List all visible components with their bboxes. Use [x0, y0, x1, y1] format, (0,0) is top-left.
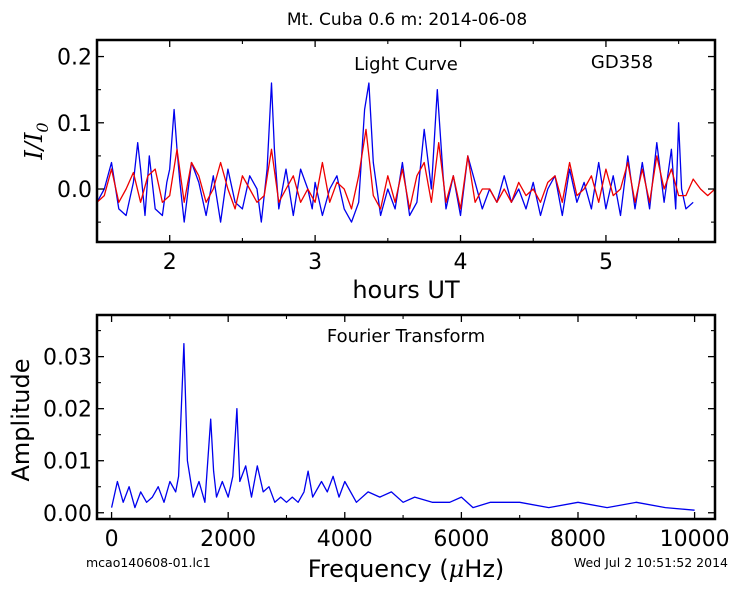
xlabel-pre: Frequency (	[308, 555, 449, 583]
x-tick-label: 4	[454, 250, 468, 275]
y-tick-label: 0.0	[57, 178, 92, 203]
fourier-panel: 0 2000 4000 6000 8000 10000 0.00 0.01 0.02 0.03 F…	[7, 313, 730, 583]
fourier-annotation: Fourier Transform	[327, 326, 485, 347]
light-curve-annotation: Light Curve	[354, 54, 458, 75]
x-tick-label: 4000	[317, 527, 373, 552]
star-name-annotation: GD358	[591, 52, 653, 73]
y-tick-label: 0.03	[43, 346, 92, 371]
fourier-xlabel: Frequency (μHz)	[308, 555, 505, 583]
x-tick-label: 3	[308, 250, 322, 275]
figure-title: Mt. Cuba 0.6 m: 2014-06-08	[287, 10, 527, 30]
ylabel-subscript: 0	[33, 122, 52, 132]
ylabel-main: I/I	[20, 132, 48, 161]
fourier-frame	[95, 313, 717, 521]
xlabel-mu: μ	[449, 555, 465, 583]
fourier-ticks: 0 2000 4000 6000 8000 10000 0.00 0.01 0.02 0.03	[43, 315, 730, 552]
x-tick-label: 2000	[200, 527, 256, 552]
x-tick-label: 2	[163, 250, 177, 275]
fourier-amplitude-line	[110, 342, 695, 511]
light-curve-frame	[95, 38, 717, 244]
fourier-data-layer	[110, 342, 695, 511]
footer-filename: mcao140608-01.lc1	[86, 555, 211, 570]
light-curve-xlabel: hours UT	[352, 276, 460, 304]
light-curve-model-line	[97, 128, 715, 210]
xlabel-post: Hz)	[464, 555, 504, 583]
y-tick-label: 0.02	[43, 398, 92, 423]
footer-timestamp: Wed Jul 2 10:51:52 2014	[574, 555, 728, 570]
x-tick-label: 5	[599, 250, 613, 275]
fourier-ylabel: Amplitude	[7, 359, 35, 482]
y-tick-label: 0.01	[43, 450, 92, 475]
x-tick-label: 6000	[433, 527, 489, 552]
x-tick-label: 0	[105, 527, 119, 552]
light-curve-panel: 2 3 4 5 0.0 0.1 0.2 Light Curve GD358 hours UT…	[20, 38, 717, 304]
light-curve-ticks: 2 3 4 5 0.0 0.1 0.2	[57, 40, 715, 275]
y-tick-label: 0.2	[57, 46, 92, 71]
light-curve-data-line	[97, 82, 694, 223]
x-tick-label: 8000	[550, 527, 606, 552]
x-tick-label: 10000	[660, 527, 730, 552]
light-curve-ylabel: I/I0	[20, 122, 52, 160]
y-tick-label: 0.00	[43, 502, 92, 527]
light-curve-data-layer	[97, 82, 715, 223]
y-tick-label: 0.1	[57, 112, 92, 137]
